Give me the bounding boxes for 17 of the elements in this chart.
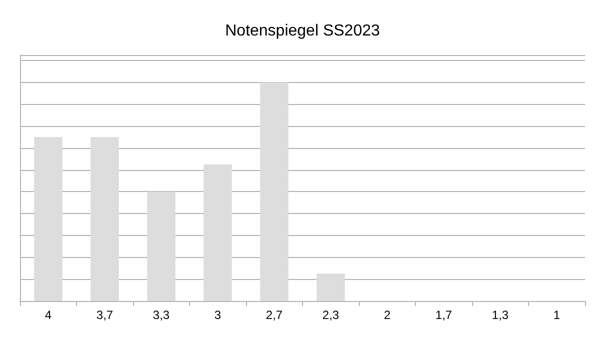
bar <box>34 137 62 301</box>
x-tick-label: 1,7 <box>435 308 452 322</box>
bar <box>147 192 176 301</box>
bar <box>260 82 288 301</box>
x-tick-label: 1 <box>553 308 560 322</box>
chart-title: Notenspiegel SS2023 <box>225 22 380 40</box>
x-tick-label: 2 <box>384 308 391 322</box>
x-tick-label: 4 <box>44 308 52 322</box>
x-tick-label: 1,3 <box>492 308 509 322</box>
x-tick-label: 2,7 <box>266 308 283 322</box>
bar <box>316 274 345 301</box>
x-tick-label: 3,7 <box>96 308 114 322</box>
bar <box>90 137 119 301</box>
x-tick-label: 3,3 <box>152 308 170 322</box>
x-tick-label: 3 <box>214 308 222 322</box>
bar <box>204 164 232 301</box>
x-tick-label: 2,3 <box>322 308 340 322</box>
